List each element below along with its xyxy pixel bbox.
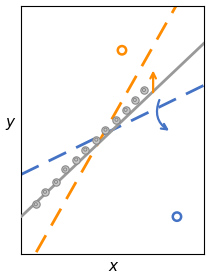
Point — [120, 48, 124, 52]
Point — [75, 157, 78, 162]
Point — [104, 127, 107, 132]
Point — [142, 88, 146, 92]
Point — [63, 167, 67, 172]
Point — [133, 98, 137, 102]
Point — [75, 157, 78, 162]
Point — [133, 98, 137, 102]
Point — [95, 137, 98, 142]
Point — [115, 118, 118, 122]
X-axis label: x: x — [108, 260, 117, 274]
Point — [95, 137, 98, 142]
Point — [84, 147, 87, 152]
Point — [142, 88, 146, 92]
Point — [84, 147, 87, 152]
Point — [124, 108, 127, 112]
Point — [43, 190, 47, 194]
Point — [115, 118, 118, 122]
Point — [43, 190, 47, 194]
Point — [63, 167, 67, 172]
Point — [124, 108, 127, 112]
Point — [34, 202, 38, 206]
Point — [54, 180, 58, 184]
Point — [104, 127, 107, 132]
Point — [34, 202, 38, 206]
Point — [54, 180, 58, 184]
Y-axis label: y: y — [5, 115, 14, 130]
Point — [175, 214, 179, 219]
